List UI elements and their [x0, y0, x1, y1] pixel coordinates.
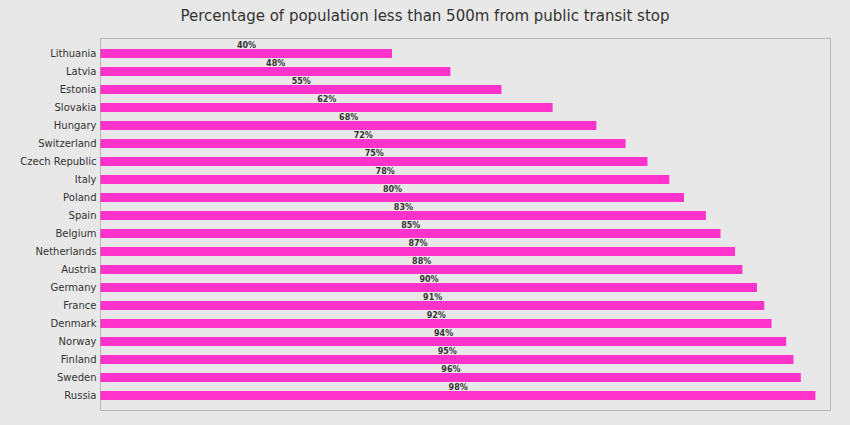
svg-text:88%: 88% — [412, 257, 431, 266]
svg-text:90%: 90% — [419, 275, 438, 284]
svg-text:Latvia: Latvia — [66, 66, 96, 77]
svg-text:Hungary: Hungary — [54, 120, 97, 131]
svg-text:95%: 95% — [438, 347, 457, 356]
svg-text:85%: 85% — [401, 221, 420, 230]
svg-text:Sweden: Sweden — [57, 372, 97, 383]
svg-text:48%: 48% — [266, 59, 285, 68]
svg-text:94%: 94% — [434, 329, 453, 338]
svg-text:Czech Republic: Czech Republic — [20, 156, 96, 167]
svg-text:Switzerland: Switzerland — [38, 138, 96, 149]
svg-text:Belgium: Belgium — [56, 228, 97, 239]
svg-text:68%: 68% — [339, 113, 358, 122]
svg-text:96%: 96% — [441, 365, 460, 374]
html-text:Percentage of population less: Percentage of population less than 500m … — [180, 7, 670, 25]
svg-text:80%: 80% — [383, 185, 402, 194]
svg-text:78%: 78% — [376, 167, 395, 176]
svg-text:Finland: Finland — [61, 354, 97, 365]
svg-text:Italy: Italy — [75, 174, 97, 185]
svg-text:91%: 91% — [423, 293, 442, 302]
svg-text:83%: 83% — [394, 203, 413, 212]
svg-text:98%: 98% — [449, 383, 468, 392]
svg-text:75%: 75% — [365, 149, 384, 158]
svg-text:92%: 92% — [427, 311, 446, 320]
svg-text:62%: 62% — [317, 95, 336, 104]
svg-text:France: France — [63, 300, 96, 311]
svg-text:55%: 55% — [292, 77, 311, 86]
svg-text:Netherlands: Netherlands — [36, 246, 97, 257]
svg-text:87%: 87% — [408, 239, 427, 248]
svg-text:Denmark: Denmark — [51, 318, 97, 329]
svg-text:Germany: Germany — [51, 282, 97, 293]
svg-text:Lithuania: Lithuania — [50, 48, 96, 59]
svg-text:40%: 40% — [237, 41, 256, 50]
svg-text:Russia: Russia — [64, 390, 96, 401]
svg-text:Estonia: Estonia — [60, 84, 97, 95]
svg-text:Spain: Spain — [69, 210, 97, 221]
svg-text:Slovakia: Slovakia — [55, 102, 97, 113]
svg-text:Poland: Poland — [63, 192, 96, 203]
svg-text:Norway: Norway — [59, 336, 97, 347]
svg-text:72%: 72% — [354, 131, 373, 140]
svg-text:Austria: Austria — [61, 264, 96, 275]
